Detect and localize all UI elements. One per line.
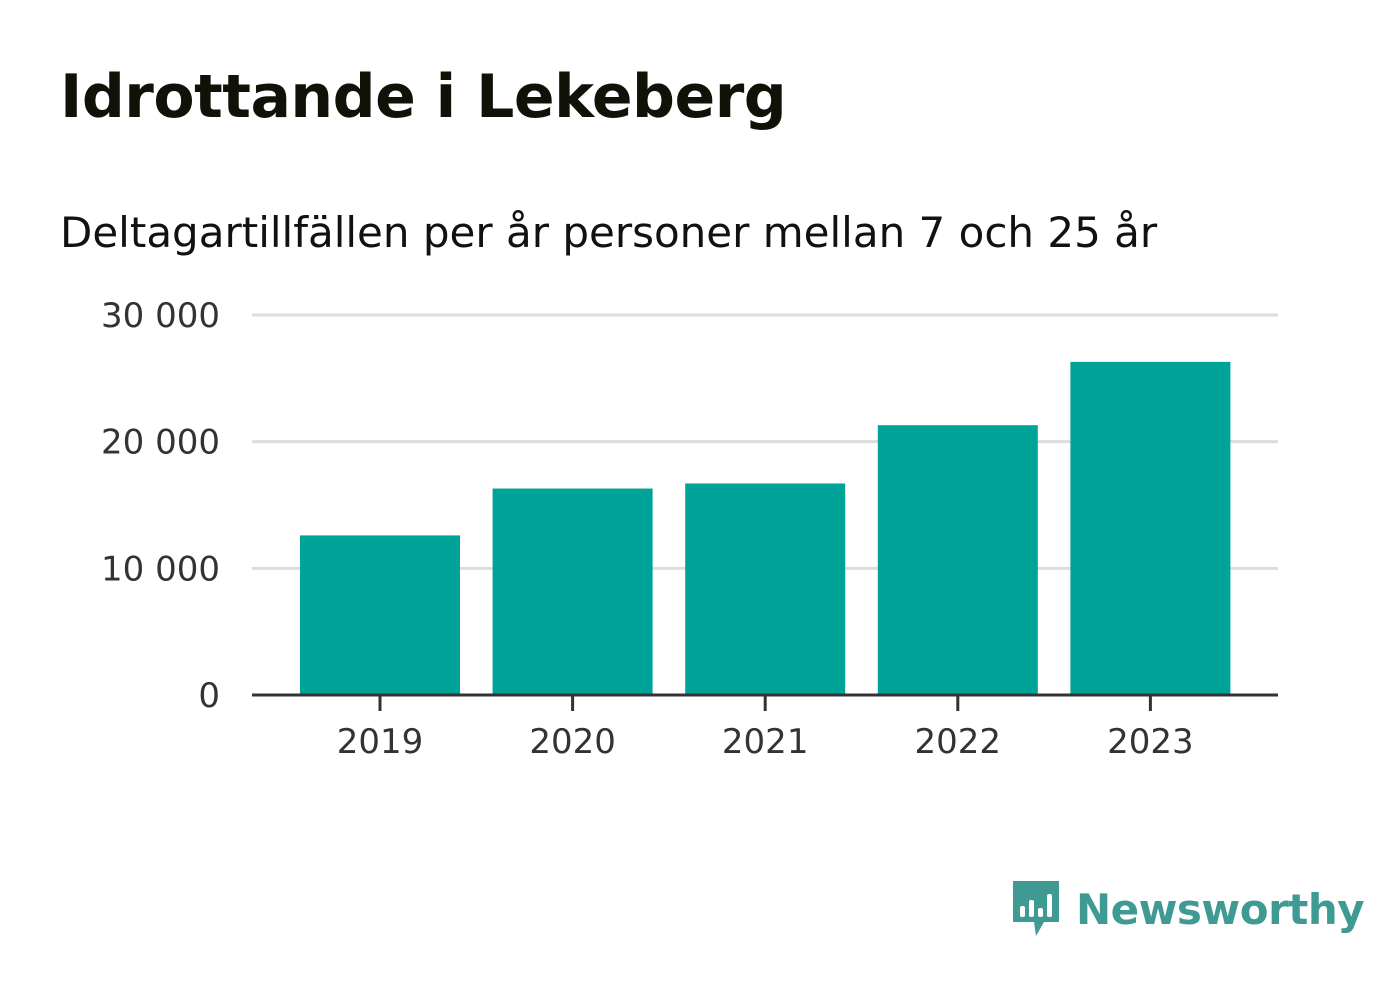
bar-2022 — [877, 425, 1038, 695]
chart-subtitle: Deltagartillfällen per år personer mella… — [60, 208, 1158, 257]
bar-2023 — [1070, 361, 1231, 695]
y-tick-label: 0 — [198, 676, 220, 716]
x-tick-label: 2022 — [915, 722, 1002, 762]
bar-2021 — [685, 483, 846, 695]
y-tick-labels: 0 10 000 20 000 30 000 — [101, 296, 220, 716]
chart-title: Idrottande i Lekeberg — [60, 62, 787, 132]
newsworthy-logo-icon — [1013, 881, 1059, 936]
x-tick-label: 2021 — [722, 722, 809, 762]
bar-2019 — [300, 535, 460, 695]
brand-logo: Newsworthy — [1010, 878, 1365, 940]
x-tick-labels: 2019 2020 2021 2022 2023 — [337, 722, 1194, 762]
y-tick-label: 20 000 — [101, 423, 220, 463]
bar-2020 — [492, 488, 653, 695]
x-tick-label: 2023 — [1107, 722, 1194, 762]
x-axis — [252, 693, 1278, 711]
x-tick-label: 2019 — [337, 722, 424, 762]
x-tick-label: 2020 — [529, 722, 616, 762]
bars — [300, 361, 1231, 695]
brand-name: Newsworthy — [1076, 884, 1365, 934]
y-tick-label: 10 000 — [101, 549, 220, 589]
y-tick-label: 30 000 — [101, 296, 220, 336]
